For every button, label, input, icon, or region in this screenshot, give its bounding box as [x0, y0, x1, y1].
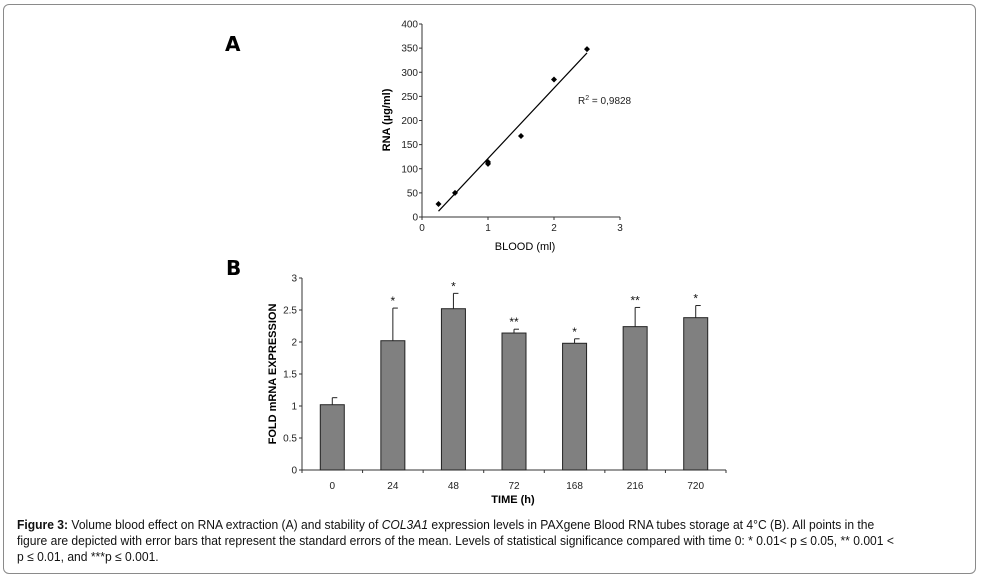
- chart-a-y-tick-label: 100: [401, 164, 418, 175]
- chart-b-x-tick-label: 72: [508, 481, 520, 492]
- chart-b-x-tick-label: 720: [687, 481, 704, 492]
- chart-b-y-tick-label: 3: [291, 274, 297, 285]
- chart-b-significance-label: *: [693, 292, 698, 306]
- chart-b-bar: [562, 342, 588, 471]
- chart-a-data-point: [518, 132, 524, 139]
- figure-frame: [3, 4, 976, 574]
- chart-b-bar: [319, 404, 345, 471]
- chart-a-x-axis-label: BLOOD (ml): [495, 241, 556, 253]
- chart-b-y-tick-label: 0.5: [283, 434, 297, 445]
- chart-b-y-axis-label: FOLD mRNA EXPRESSION: [267, 304, 279, 445]
- chart-b-y-tick-label: 0: [291, 466, 297, 477]
- chart-a-y-tick-label: 300: [401, 68, 418, 79]
- r-symbol: R: [578, 96, 585, 107]
- chart-b-y-tick-label: 2.5: [283, 306, 297, 317]
- chart-b-bar: [683, 317, 709, 471]
- chart-b-x-tick-label: 24: [387, 481, 399, 492]
- chart-a-data-point: [551, 76, 557, 83]
- chart-a-y-tick-label: 50: [407, 188, 419, 199]
- chart-b-significance-label: *: [451, 279, 456, 293]
- panel-label-a: A: [225, 32, 241, 56]
- chart-a-data-point: [584, 46, 590, 53]
- caption-text-1: Volume blood effect on RNA extraction (A…: [68, 517, 382, 532]
- chart-b-significance-label: *: [391, 294, 396, 308]
- chart-a-y-tick-label: 250: [401, 92, 418, 103]
- caption-gene: COL3A1: [381, 517, 429, 532]
- chart-b-x-tick-label: 0: [330, 481, 336, 492]
- chart-a-y-tick-label: 0: [412, 213, 418, 224]
- chart-a-y-tick-label: 400: [401, 20, 418, 31]
- chart-a-r-squared: R2 = 0,9828: [578, 95, 632, 107]
- chart-b-y-tick-label: 2: [291, 338, 297, 349]
- chart-b-bar: [380, 340, 406, 471]
- chart-b-x-tick-label: 168: [566, 481, 583, 492]
- chart-b-y-tick-label: 1.5: [283, 370, 297, 381]
- chart-a-x-tick-label: 1: [485, 223, 491, 234]
- chart-b-significance-label: **: [630, 293, 640, 307]
- chart-a-y-tick-label: 150: [401, 140, 418, 151]
- chart-a-trendline: [438, 52, 588, 212]
- r-superscript: 2: [585, 95, 589, 102]
- chart-a-y-tick-label: 200: [401, 116, 418, 127]
- chart-a-y-tick-label: 350: [401, 44, 418, 55]
- chart-a-x-tick-label: 3: [617, 223, 623, 234]
- chart-b-x-tick-label: 48: [448, 481, 460, 492]
- figure-caption: Figure 3: Volume blood effect on RNA ext…: [17, 517, 901, 565]
- chart-a-x-tick-label: 0: [419, 223, 425, 234]
- chart-b-significance-label: *: [572, 325, 577, 339]
- chart-a-x-tick-label: 2: [551, 223, 557, 234]
- chart-b-bar: [440, 308, 466, 471]
- chart-a-y-axis-label: RNA (µg/ml): [381, 88, 393, 151]
- r-value: = 0,9828: [589, 96, 631, 107]
- chart-a-data-point: [435, 200, 442, 207]
- caption-text-2: expression levels in PAXgene Blood RNA t…: [17, 517, 894, 564]
- chart-b-x-axis-label: TIME (h): [491, 494, 535, 506]
- chart-b-x-tick-label: 216: [627, 481, 644, 492]
- chart-a-data-point: [485, 158, 491, 165]
- chart-b-bar: [622, 326, 648, 471]
- chart-b-bar: [501, 332, 527, 471]
- caption-label: Figure 3:: [17, 517, 69, 532]
- chart-b-significance-label: **: [509, 315, 519, 329]
- chart-b-y-tick-label: 1: [291, 402, 297, 413]
- chart-a-data-point: [452, 189, 458, 196]
- panel-label-b: B: [226, 256, 242, 280]
